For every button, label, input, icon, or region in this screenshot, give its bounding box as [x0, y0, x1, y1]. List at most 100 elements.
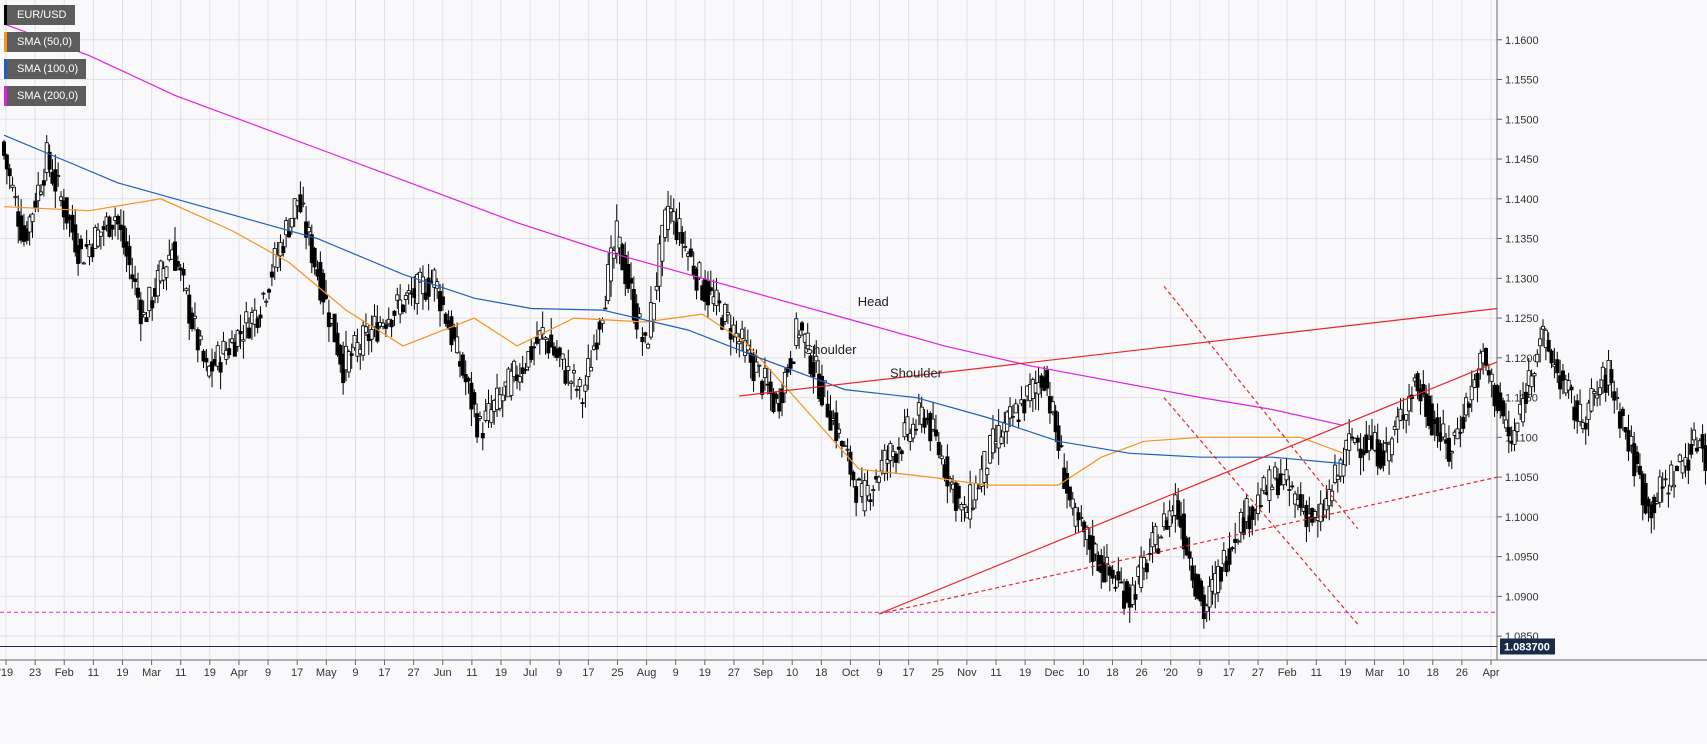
candle-body [529, 346, 534, 360]
candle-body [603, 307, 608, 310]
candle-body [1144, 563, 1149, 573]
candle-body [232, 341, 237, 357]
candle-body [896, 446, 901, 450]
candle-body [671, 211, 676, 222]
candle-body [837, 428, 842, 434]
candle-body [1284, 469, 1289, 481]
candle-body [512, 360, 517, 377]
candle-body [794, 318, 799, 346]
x-tick-label: 18 [815, 667, 827, 679]
x-tick-label: 9 [352, 667, 358, 679]
candle-body [141, 311, 146, 316]
candle-body [1230, 547, 1235, 550]
x-tick-label: Apr [1482, 667, 1499, 679]
candle-body [1056, 425, 1061, 451]
x-tick-label: 19 [1339, 667, 1351, 679]
candle-body [175, 261, 180, 267]
x-tick-label: 19 [204, 667, 216, 679]
candle-body [1355, 437, 1360, 443]
candle-body [267, 289, 272, 293]
x-tick-label: 19 [495, 667, 507, 679]
candle-body [933, 429, 938, 437]
candle-body [532, 346, 537, 349]
candle-body [372, 315, 377, 328]
candle-body [534, 337, 539, 344]
candle-body [1104, 556, 1109, 566]
candle-body [1204, 605, 1209, 612]
candle-body [1256, 494, 1261, 514]
x-tick-label: Jul [523, 667, 537, 679]
candle-body [1512, 430, 1517, 445]
candle-body [1113, 586, 1118, 589]
candle-body [127, 245, 132, 266]
candle-body [1703, 444, 1707, 471]
candle-body [255, 318, 260, 328]
candle-body [47, 151, 52, 170]
candle-body [666, 205, 671, 230]
candle-body [1085, 526, 1090, 541]
x-tick-label: 23 [29, 667, 41, 679]
candle-body [301, 202, 306, 205]
candle-body [657, 243, 662, 287]
candle-body [694, 269, 699, 291]
candle-body [1218, 567, 1223, 582]
x-tick-label: 18 [1106, 667, 1118, 679]
candle-body [560, 353, 565, 360]
candle-body [73, 224, 78, 253]
candle-body [258, 314, 263, 319]
candle-body [1187, 551, 1192, 559]
x-tick-label: 27 [728, 667, 740, 679]
candle-body [64, 197, 69, 224]
legend-item-sma50[interactable]: SMA (50,0) [4, 32, 81, 52]
candle-body [1335, 475, 1340, 480]
candle-body [931, 418, 936, 430]
candle-body [982, 451, 987, 484]
candle-body [1506, 426, 1511, 437]
legend-item-sma200[interactable]: SMA (200,0) [4, 86, 87, 106]
current-price-tag [1500, 638, 1555, 655]
candle-body [1347, 433, 1352, 451]
y-tick-label: 1.1300 [1505, 273, 1539, 285]
candle-body [1270, 486, 1275, 490]
candle-body [922, 417, 927, 428]
candle-body [1646, 498, 1651, 507]
candle-body [697, 262, 702, 278]
candle-body [1275, 478, 1280, 496]
x-tick-label: 27 [1252, 667, 1264, 679]
candle-body [198, 335, 203, 341]
candle-body [589, 367, 594, 372]
candle-body [1065, 473, 1070, 494]
candle-body [1247, 515, 1252, 530]
x-tick-label: 10 [1398, 667, 1410, 679]
candle-body [13, 196, 18, 199]
candle-body [1598, 387, 1603, 395]
candle-body [791, 361, 796, 364]
legend-item-eurusd[interactable]: EUR/USD [4, 5, 75, 25]
candle-body [899, 450, 904, 455]
candle-body [2, 141, 7, 156]
candle-body [1521, 398, 1526, 423]
candle-body [968, 484, 973, 520]
candle-body [275, 255, 280, 268]
candle-body [221, 340, 226, 355]
candle-body [1686, 459, 1691, 471]
candle-body [78, 238, 83, 250]
candle-body [1418, 388, 1423, 402]
candle-body [1595, 394, 1600, 399]
candle-body [646, 343, 651, 349]
candle-body [1674, 465, 1679, 472]
candle-body [215, 345, 220, 367]
y-tick-label: 1.1050 [1505, 472, 1539, 484]
candle-body [281, 246, 286, 254]
candle-body [1290, 485, 1295, 488]
candle-body [1070, 498, 1075, 509]
candle-body [566, 366, 571, 371]
candle-body [919, 406, 924, 425]
x-tick-label: Sep [753, 667, 773, 679]
candle-body [1287, 489, 1292, 491]
legend-item-sma100[interactable]: SMA (100,0) [4, 59, 87, 79]
candle-body [848, 451, 853, 475]
candle-body [1341, 464, 1346, 477]
candle-body [1059, 445, 1064, 448]
